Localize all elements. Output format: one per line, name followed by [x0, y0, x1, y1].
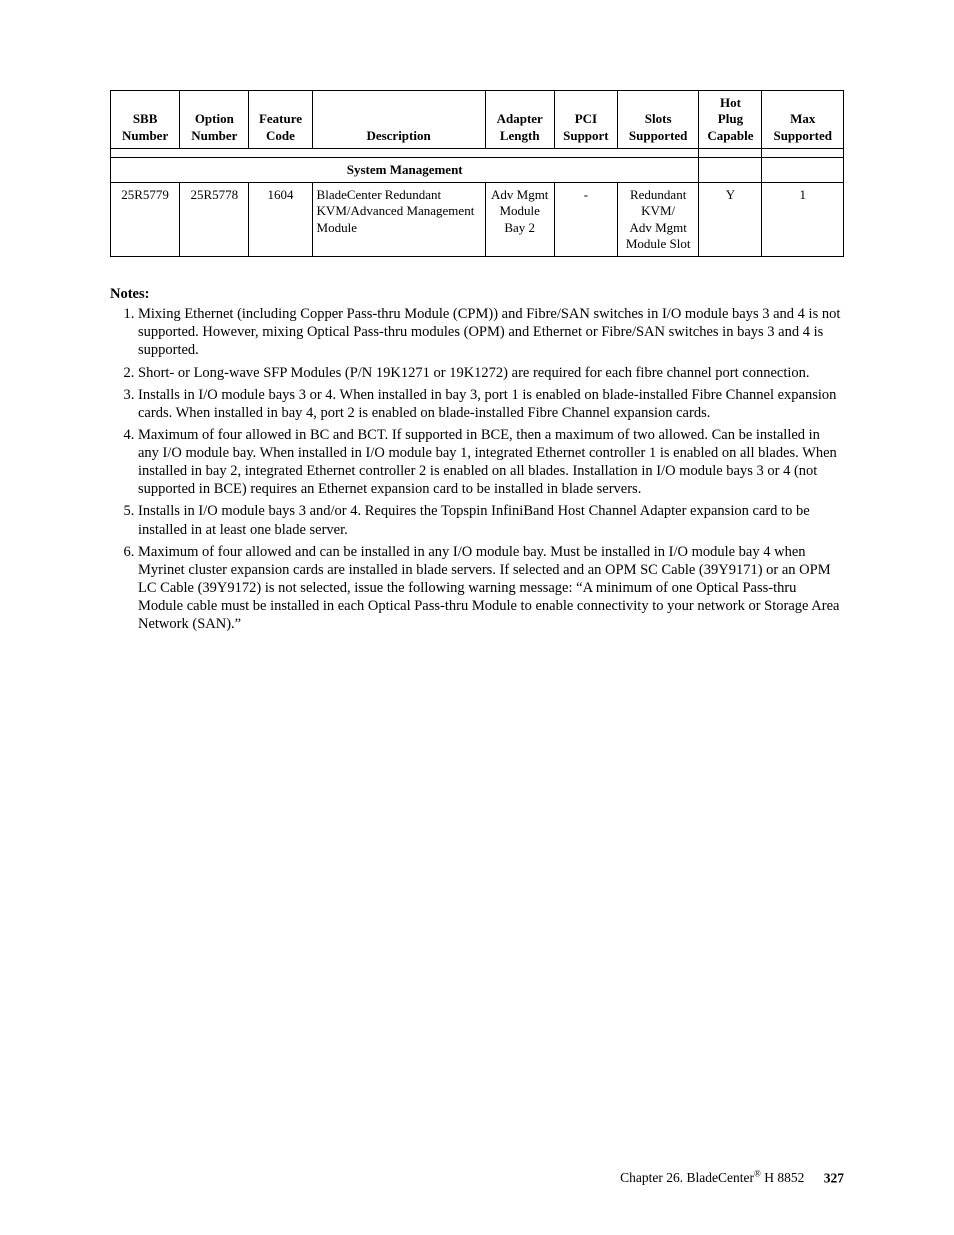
cell-max: 1 [762, 183, 844, 257]
note-item: Mixing Ethernet (including Copper Pass-t… [138, 305, 844, 359]
th-hotplug: HotPlugCapable [699, 91, 762, 149]
notes-title: Notes: [110, 285, 844, 303]
footer-chapter: Chapter 26. BladeCenter® H 8852 [620, 1170, 808, 1185]
table-row: 25R5779 25R5778 1604 BladeCenter Redunda… [111, 183, 844, 257]
note-item: Maximum of four allowed in BC and BCT. I… [138, 426, 844, 499]
page-footer: Chapter 26. BladeCenter® H 8852 327 [620, 1169, 844, 1187]
footer-chapter-title-a: BladeCenter [687, 1170, 754, 1185]
footer-chapter-title-b: H 8852 [761, 1170, 805, 1185]
footer-page-number: 327 [824, 1170, 844, 1185]
th-max: MaxSupported [762, 91, 844, 149]
th-sbb: SBBNumber [111, 91, 180, 149]
cell-sbb: 25R5779 [111, 183, 180, 257]
page: SBBNumber OptionNumber FeatureCode Descr… [0, 0, 954, 1235]
cell-description: BladeCenter Redundant KVM/Advanced Manag… [312, 183, 485, 257]
table-header: SBBNumber OptionNumber FeatureCode Descr… [111, 91, 844, 149]
note-item: Short- or Long-wave SFP Modules (P/N 19K… [138, 364, 844, 382]
th-option: OptionNumber [180, 91, 249, 149]
registered-icon: ® [754, 1169, 761, 1179]
th-feature: FeatureCode [249, 91, 312, 149]
cell-pci: - [554, 183, 617, 257]
note-item: Maximum of four allowed and can be insta… [138, 543, 844, 634]
options-table: SBBNumber OptionNumber FeatureCode Descr… [110, 90, 844, 257]
cell-feature: 1604 [249, 183, 312, 257]
cell-option: 25R5778 [180, 183, 249, 257]
note-item: Installs in I/O module bays 3 or 4. When… [138, 386, 844, 422]
footer-chapter-prefix: Chapter 26. [620, 1170, 683, 1185]
th-pci: PCISupport [554, 91, 617, 149]
notes-list: Mixing Ethernet (including Copper Pass-t… [110, 305, 844, 633]
cell-adapter: Adv Mgmt Module Bay 2 [485, 183, 554, 257]
th-description: Description [312, 91, 485, 149]
cell-slots: Redundant KVM/Adv Mgmt Module Slot [617, 183, 698, 257]
table-spacer-row [111, 148, 844, 157]
cell-hotplug: Y [699, 183, 762, 257]
notes-block: Notes: Mixing Ethernet (including Copper… [110, 285, 844, 633]
table-section-row: System Management [111, 157, 844, 182]
section-label: System Management [111, 157, 699, 182]
th-slots: SlotsSupported [617, 91, 698, 149]
th-adapter: AdapterLength [485, 91, 554, 149]
note-item: Installs in I/O module bays 3 and/or 4. … [138, 502, 844, 538]
